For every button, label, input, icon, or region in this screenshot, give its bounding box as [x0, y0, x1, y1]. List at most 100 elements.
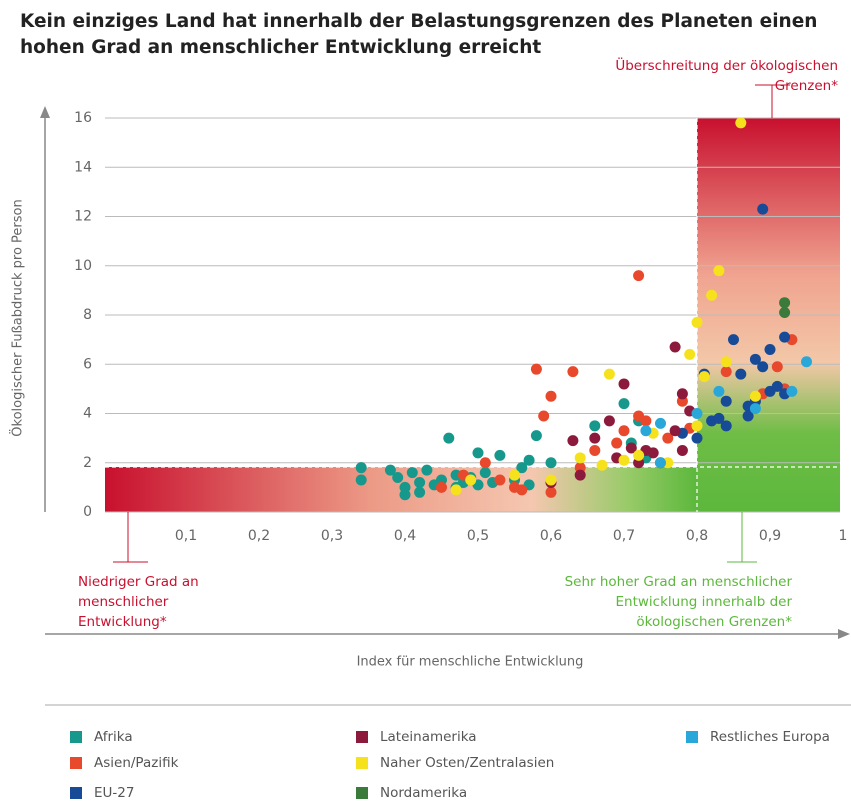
point — [355, 462, 367, 474]
chart-title: hohen Grad an menschlicher Entwicklung e… — [20, 37, 541, 58]
point — [530, 430, 542, 442]
point — [414, 476, 426, 488]
point — [655, 417, 666, 429]
point — [749, 403, 761, 415]
x-tick-label: 0,5 — [467, 528, 489, 544]
point — [669, 341, 681, 353]
y-tick-label: 10 — [74, 258, 92, 274]
annotation: Entwicklung* — [78, 614, 167, 630]
point — [414, 486, 426, 498]
point — [589, 444, 601, 456]
legend-swatch — [356, 731, 368, 743]
y-tick-label: 14 — [74, 159, 92, 175]
point — [742, 410, 754, 422]
point — [706, 289, 718, 301]
point — [545, 457, 557, 469]
point — [713, 265, 725, 277]
point — [545, 390, 557, 402]
point — [684, 348, 696, 360]
x-tick-label: 0,7 — [613, 528, 635, 544]
point — [392, 472, 404, 484]
legend-swatch — [686, 731, 698, 743]
point — [771, 380, 783, 392]
point — [618, 425, 630, 437]
point — [735, 368, 747, 380]
point — [589, 420, 601, 432]
point — [749, 390, 761, 402]
point — [465, 474, 477, 486]
arrow-head — [838, 629, 850, 639]
point — [764, 343, 776, 355]
point — [691, 316, 703, 328]
point — [516, 462, 528, 474]
point — [720, 366, 732, 378]
point — [406, 467, 418, 479]
point — [530, 363, 542, 375]
point — [749, 353, 761, 365]
point — [611, 437, 623, 449]
point — [720, 356, 732, 368]
point — [720, 420, 732, 432]
point — [640, 425, 652, 437]
y-tick-label: 12 — [74, 209, 92, 225]
point — [589, 432, 601, 444]
labels: 0 2 4 6 8 10 12 14 16 0,1 0,2 0,3 0,4 0,5 0,6 0,7 0,8 0,9… — [74, 110, 847, 544]
point — [603, 368, 615, 380]
point — [538, 410, 550, 422]
point — [801, 356, 812, 368]
point — [698, 371, 710, 383]
legend-label: Afrika — [94, 729, 133, 745]
point — [779, 331, 791, 343]
point — [567, 435, 579, 447]
zones — [105, 118, 840, 512]
x-axis-label: Index für menschliche Entwicklung — [357, 655, 584, 670]
annotation: ökologischen Grenzen* — [636, 614, 792, 630]
legend-swatch — [70, 757, 82, 769]
point — [786, 385, 798, 397]
y-tick-label: 8 — [83, 307, 92, 323]
point — [603, 415, 615, 427]
point — [771, 361, 783, 373]
bracket — [755, 84, 790, 118]
legend-label: Naher Osten/Zentralasien — [380, 755, 554, 771]
point — [779, 307, 791, 319]
point — [509, 469, 520, 481]
point — [633, 270, 645, 282]
bracket — [113, 512, 148, 563]
annotation: Überschreitung der ökologischen — [615, 56, 838, 74]
annotation: Entwicklung innerhalb der — [616, 594, 793, 610]
legend-label: Asien/Pazifik — [94, 755, 179, 771]
x-tick-label: 0,9 — [759, 528, 781, 544]
annotation: Sehr hoher Grad an menschlicher — [565, 574, 793, 590]
point — [669, 425, 681, 437]
x-tick-label: 0,3 — [321, 528, 343, 544]
point — [655, 457, 666, 469]
y-tick-label: 16 — [74, 110, 92, 126]
point — [450, 484, 462, 496]
point — [676, 388, 688, 400]
point — [691, 408, 703, 419]
annotation: Grenzen* — [775, 78, 839, 94]
x-tick-label: 0,6 — [540, 528, 562, 544]
point — [479, 457, 491, 469]
legend-swatch — [70, 731, 82, 743]
annotation: Niedriger Grad an — [78, 574, 199, 590]
point — [625, 442, 637, 454]
point — [713, 385, 725, 397]
point — [523, 454, 535, 466]
point — [720, 395, 732, 407]
legend-label: Restliches Europa — [710, 729, 830, 745]
point — [596, 459, 608, 471]
point — [757, 361, 769, 373]
y-tick-label: 6 — [83, 356, 92, 372]
point — [633, 449, 645, 461]
y-tick-label: 2 — [83, 455, 92, 471]
legend-label: Nordamerika — [380, 785, 467, 801]
point — [443, 432, 455, 444]
point — [728, 334, 739, 346]
x-tick-label: 0,4 — [394, 528, 416, 544]
legend-swatch — [356, 757, 368, 769]
bracket — [727, 512, 757, 563]
point — [779, 297, 791, 309]
